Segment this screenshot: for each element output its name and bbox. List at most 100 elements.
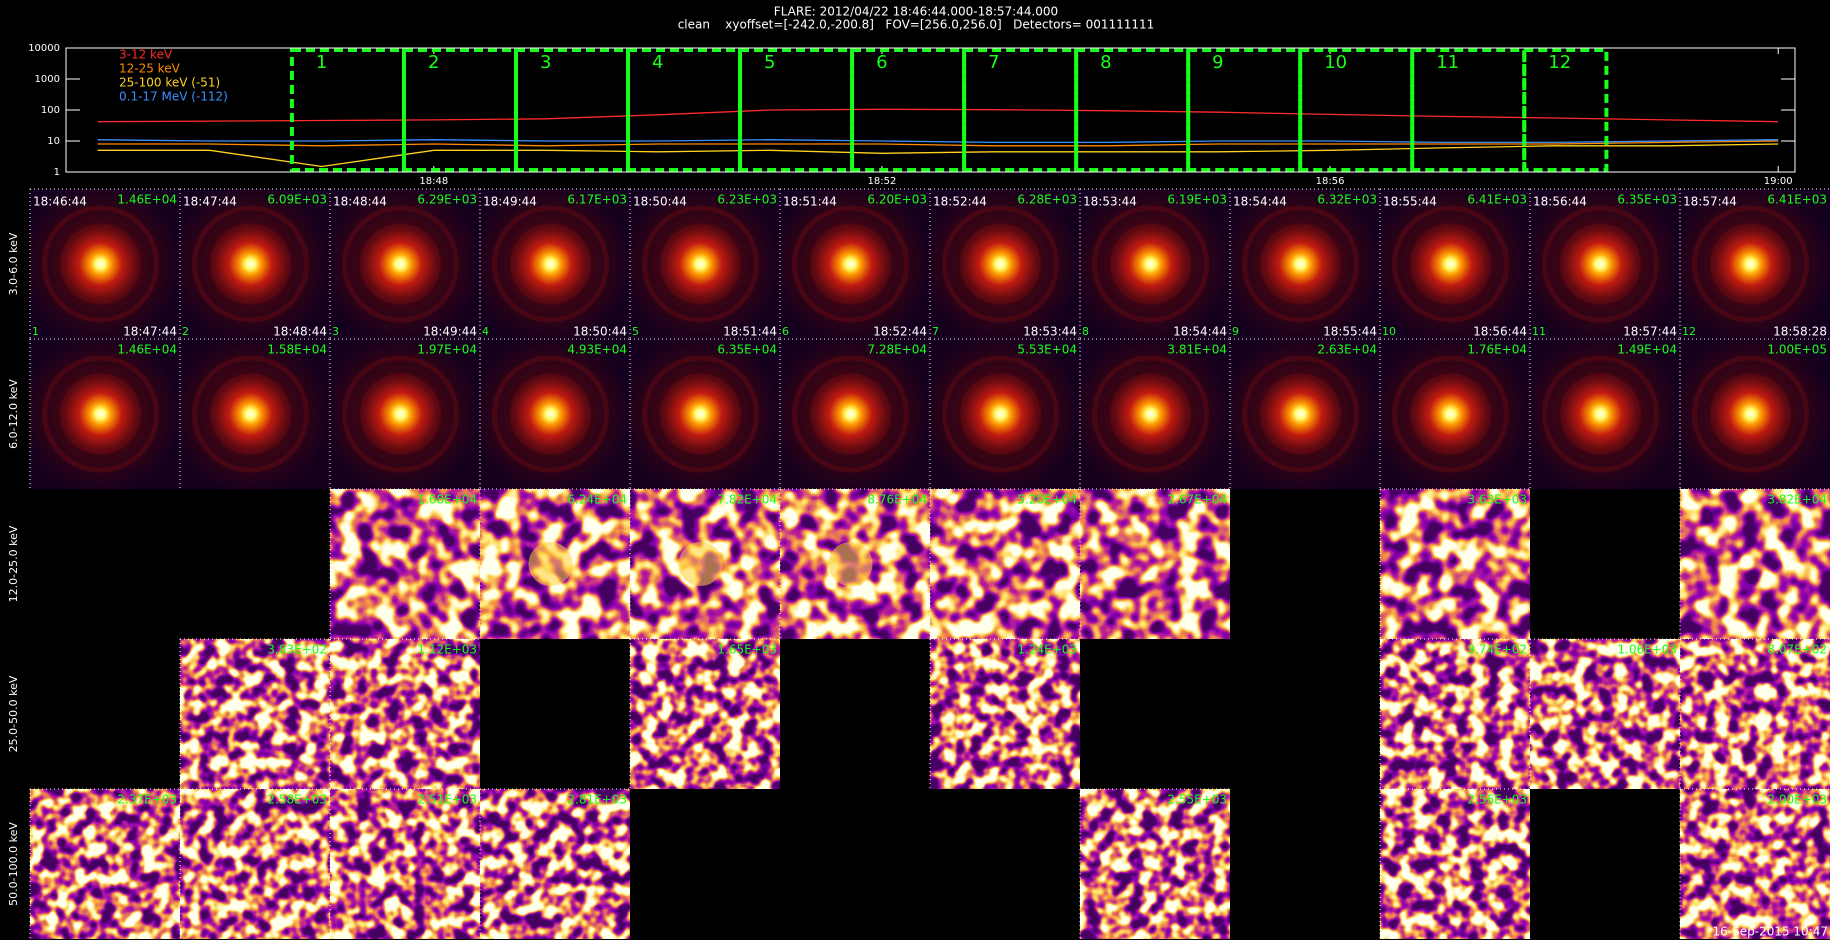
peak-value: 6.41E+03 (1467, 193, 1527, 207)
interval-box (513, 48, 631, 172)
image-cell: 1.76E+04 (1379, 338, 1530, 489)
series-line (97, 139, 1779, 144)
image-cell: 2.63E+04 (1229, 338, 1380, 489)
image-cell: 6.19E+03 18:53:44 8 18:54:44 (1079, 188, 1230, 339)
image-background (780, 339, 930, 489)
image-background (330, 489, 480, 639)
image-background (780, 189, 930, 339)
peak-value: 8.76E+04 (867, 493, 927, 507)
peak-value: 2.00E+03 (1767, 793, 1827, 807)
peak-value: 1.58E+04 (267, 343, 327, 357)
image-cell: 3.82E+04 (1679, 488, 1830, 639)
image-ring (510, 373, 591, 455)
image-cell: 1.49E+04 (1529, 338, 1680, 489)
peak-value: 5.53E+04 (1017, 343, 1077, 357)
y-tick-label: 1 (54, 167, 60, 178)
image-ring (810, 223, 891, 305)
image-ring (792, 355, 909, 473)
interval-number: 8 (1082, 325, 1089, 338)
interval-number: 6 (782, 325, 789, 338)
image-cell: 1.46E+04 (29, 338, 180, 489)
image-background (180, 189, 330, 339)
peak-value: 6.41E+03 (1767, 193, 1827, 207)
peak-value: 6.09E+03 (267, 193, 327, 207)
image-cell: 1.46E+04 18:46:44 1 18:47:44 (29, 188, 180, 339)
image-cell: 6.35E+04 (629, 338, 780, 489)
peak-value: 1.46E+04 (117, 193, 177, 207)
x-tick-label: 18:52 (868, 176, 897, 187)
end-time: 18:52:44 (873, 325, 927, 339)
image-ring (1242, 355, 1359, 473)
image-source (828, 542, 873, 586)
image-ring (1542, 205, 1659, 323)
image-ring (960, 223, 1041, 305)
image-background (180, 639, 330, 789)
peak-value: 2.56E+03 (1467, 793, 1527, 807)
image-ring (1542, 355, 1659, 473)
start-time: 18:52:44 (933, 195, 987, 209)
subtitle: clean xyoffset=[-242.0,-200.8] FOV=[256.… (678, 18, 1155, 32)
peak-value: 6.23E+03 (717, 193, 777, 207)
interval-number: 10 (1382, 325, 1396, 338)
interval-number: 5 (632, 325, 639, 338)
peak-value: 1.24E+03 (1017, 643, 1077, 657)
band-label: 3.0-6.0 keV (7, 232, 20, 295)
image-background (330, 339, 480, 489)
image-ring (210, 373, 291, 455)
image-ring (510, 223, 591, 305)
interval-label: 6 (876, 52, 887, 73)
peak-value: 2.63E+04 (1317, 343, 1377, 357)
peak-value: 6.35E+04 (717, 343, 777, 357)
image-cell: 9.74E+02 (1379, 638, 1530, 789)
image-background (30, 789, 180, 939)
image-cell: 2.81E+03 (479, 788, 630, 939)
interval-label: 4 (652, 52, 663, 73)
image-source (678, 542, 723, 586)
end-time: 18:57:44 (1623, 325, 1677, 339)
image-background (1380, 489, 1530, 639)
image-background (1680, 189, 1830, 339)
image-ring (42, 355, 159, 473)
image-cell: 1.00E+05 (1679, 338, 1830, 489)
interval-box (962, 48, 1079, 172)
series-line (97, 140, 1779, 147)
image-background (30, 339, 180, 489)
image-background (180, 339, 330, 489)
image-cell: 6.32E+03 18:54:44 9 18:55:44 (1229, 188, 1380, 339)
peak-value: 3.81E+04 (1167, 343, 1227, 357)
image-ring (1710, 223, 1791, 305)
end-time: 18:56:44 (1473, 325, 1527, 339)
end-time: 18:49:44 (423, 325, 477, 339)
interval-label: 7 (988, 52, 999, 73)
image-background (930, 639, 1080, 789)
interval-label: 3 (540, 52, 551, 73)
peak-value: 2.55E+03 (1167, 793, 1227, 807)
image-ring (960, 373, 1041, 455)
image-cell: 2.55E+03 (1079, 788, 1230, 939)
peak-value: 5.20E+04 (1017, 493, 1077, 507)
image-cell: 7.82E+04 (629, 488, 780, 639)
image-cell: 1.97E+04 (329, 338, 480, 489)
interval-label: 8 (1100, 52, 1111, 73)
peak-value: 3.83E+02 (267, 643, 327, 657)
interval-box (1298, 48, 1415, 172)
start-time: 18:54:44 (1233, 195, 1287, 209)
start-time: 18:56:44 (1533, 195, 1587, 209)
image-background (330, 189, 480, 339)
image-background (630, 189, 780, 339)
x-tick-label: 19:00 (1764, 176, 1793, 187)
image-background (1530, 639, 1680, 789)
image-ring (1260, 373, 1341, 455)
image-background (180, 789, 330, 939)
image-ring (1392, 355, 1509, 473)
peak-value: 2.58E+03 (267, 793, 327, 807)
image-ring (642, 205, 759, 323)
image-background (1530, 189, 1680, 339)
image-ring (1110, 373, 1191, 455)
image-ring (42, 205, 159, 323)
image-ring (192, 355, 309, 473)
end-time: 18:47:44 (123, 325, 177, 339)
peak-value: 6.32E+03 (1317, 193, 1377, 207)
peak-value: 6.19E+03 (1167, 193, 1227, 207)
image-cell: 6.17E+03 18:49:44 4 18:50:44 (479, 188, 630, 339)
